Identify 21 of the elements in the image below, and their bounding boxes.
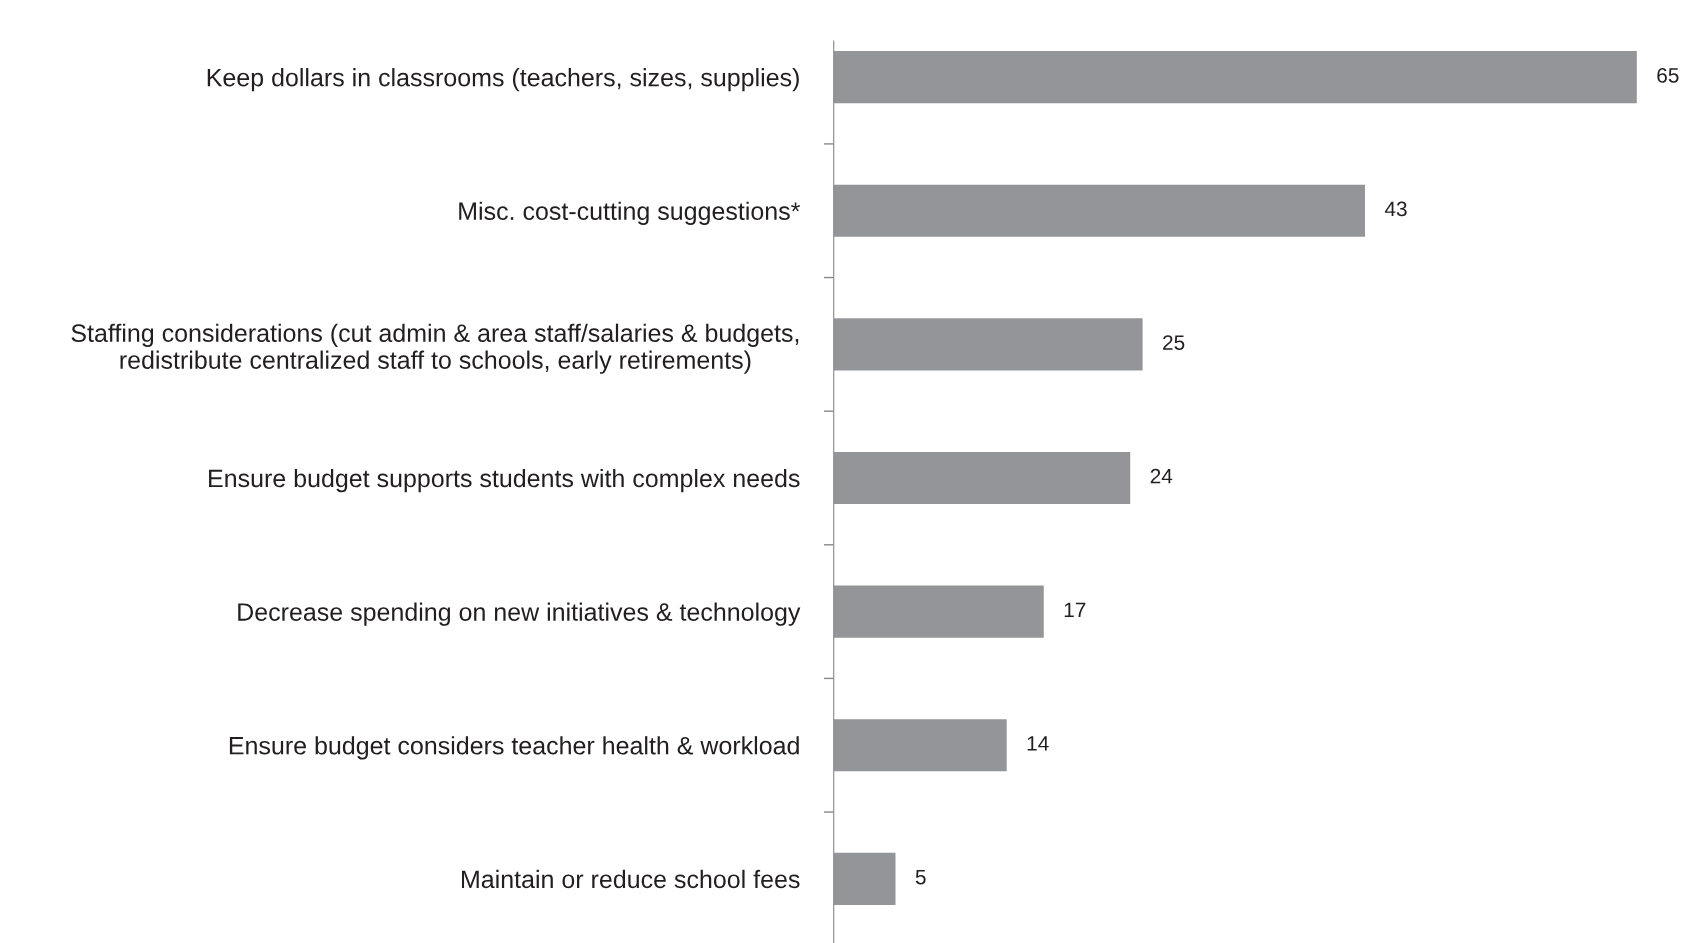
data-label: 17	[1064, 602, 1086, 617]
data-label: 43	[1384, 201, 1407, 217]
data-label: 5	[915, 869, 926, 885]
bar	[833, 318, 1143, 371]
bar	[833, 719, 1007, 772]
bar	[833, 184, 1365, 237]
data-label: 14	[1027, 736, 1049, 751]
y-tick-label: Staffing considerations (cut admin & area staff/salaries & budgets, redistribute centralized staff to schools, early retirements)	[71, 323, 799, 374]
data-label: 24	[1150, 468, 1173, 484]
y-tick-label: Keep dollars in classrooms (teachers, sizes, supplies)	[207, 68, 799, 92]
y-tick-label: Decrease spending on new initiatives & technology	[238, 602, 801, 626]
y-tick-label: Maintain or reduce school fees	[461, 869, 800, 889]
bar	[833, 585, 1044, 638]
bar	[833, 51, 1637, 104]
y-tick-label: Ensure budget considers teacher health & workload	[229, 736, 799, 760]
bar	[833, 852, 896, 905]
bar	[833, 451, 1131, 505]
data-label: 25	[1163, 335, 1185, 350]
data-label: 65	[1657, 67, 1679, 83]
y-tick-label: Misc. cost-cutting suggestions*	[459, 201, 801, 225]
y-tick-label: Ensure budget supports students with complex needs	[209, 468, 800, 493]
